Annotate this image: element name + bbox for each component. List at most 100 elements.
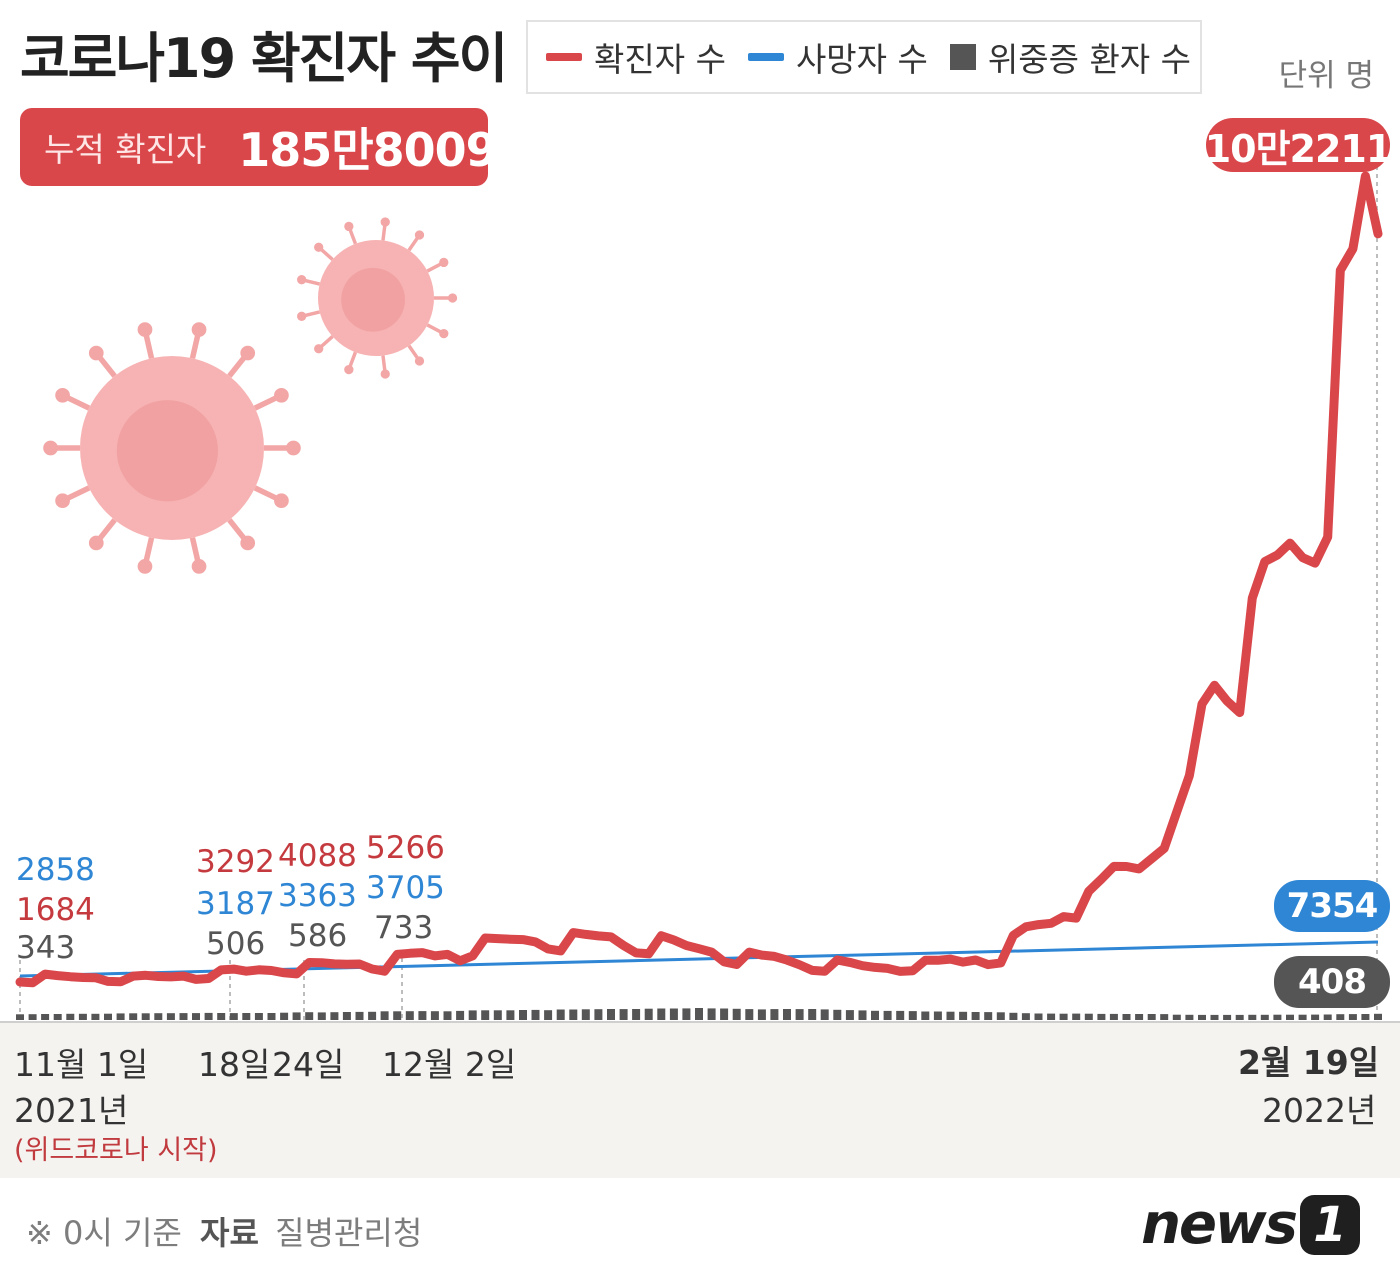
critical-bar xyxy=(104,1013,112,1020)
virus-spike-tip xyxy=(191,322,207,337)
critical-bar xyxy=(833,1009,842,1020)
critical-bar xyxy=(984,1012,993,1020)
anno-confirmed-nov24: 4088 xyxy=(278,838,357,874)
basis-note: ※ 0시 기준 xyxy=(26,1214,182,1252)
critical-bar xyxy=(418,1011,427,1020)
cumulative-label: 누적 확진자 xyxy=(44,130,207,169)
critical-bar xyxy=(91,1013,100,1020)
legend-swatch-deaths xyxy=(747,53,784,61)
critical-bar xyxy=(242,1013,251,1020)
critical-bar xyxy=(908,1011,917,1020)
critical-bar xyxy=(166,1013,175,1020)
critical-bar xyxy=(1374,1013,1382,1020)
virus-spike-tip xyxy=(191,559,207,574)
virus-illustration-small-icon xyxy=(297,217,458,379)
critical-bar xyxy=(16,1014,24,1020)
virus-illustration-large-icon xyxy=(43,322,301,574)
critical-bar xyxy=(116,1013,125,1020)
anno-critical-nov18: 506 xyxy=(206,926,266,962)
critical-bar xyxy=(493,1010,502,1020)
critical-bar xyxy=(1198,1014,1206,1020)
critical-bar xyxy=(1311,1014,1320,1020)
critical-bar xyxy=(1248,1014,1257,1020)
critical-bar xyxy=(1273,1014,1282,1020)
critical-bar xyxy=(757,1009,766,1020)
critical-bar xyxy=(1059,1013,1068,1020)
source-label: 자료 xyxy=(200,1214,259,1252)
virus-spike-tip xyxy=(55,493,70,509)
critical-bar xyxy=(66,1013,75,1020)
critical-bar xyxy=(707,1008,716,1020)
critical-bar xyxy=(430,1011,439,1020)
logo-mark: 1 xyxy=(1300,1194,1360,1255)
critical-bar xyxy=(1160,1014,1169,1020)
critical-bar xyxy=(229,1013,238,1020)
critical-bar xyxy=(292,1012,301,1020)
anno-deaths-nov18: 3187 xyxy=(196,886,275,922)
critical-bar xyxy=(1135,1014,1144,1020)
virus-spike-tip xyxy=(88,345,104,361)
critical-bar xyxy=(770,1009,779,1020)
critical-bar xyxy=(393,1011,402,1020)
virus-spike-tip xyxy=(240,535,256,551)
critical-bar xyxy=(883,1010,892,1020)
critical-bar xyxy=(519,1010,527,1020)
anno-deaths-nov1: 2858 xyxy=(16,852,95,888)
virus-spike-tip xyxy=(447,293,458,303)
critical-bar xyxy=(192,1013,200,1020)
legend-label-deaths: 사망자 수 xyxy=(795,40,928,79)
critical-bar xyxy=(1034,1013,1043,1020)
critical-bar xyxy=(1336,1014,1345,1020)
critical-bar xyxy=(657,1008,666,1020)
critical-bar xyxy=(996,1012,1005,1020)
chart-title: 코로나19 확진자 추이 xyxy=(20,27,508,90)
critical-bar xyxy=(871,1010,879,1020)
critical-bar xyxy=(267,1013,276,1020)
critical-bar xyxy=(305,1012,314,1020)
x-label-nov18: 18일 xyxy=(198,1045,271,1084)
legend-label-confirmed: 확진자 수 xyxy=(594,40,726,79)
critical-bar xyxy=(1072,1013,1081,1020)
critical-bar xyxy=(556,1009,565,1020)
virus-spike-tip xyxy=(43,440,58,456)
critical-bar xyxy=(820,1009,829,1020)
footer-note: ※ 0시 기준 자료 질병관리청 xyxy=(26,1208,422,1254)
unit-label: 단위 명 xyxy=(1278,58,1374,94)
critical-bar xyxy=(53,1014,62,1020)
x-label-dec2: 12월 2일 xyxy=(382,1045,517,1084)
virus-spike-tip xyxy=(414,230,425,240)
legend-label-critical: 위중증 환자 수 xyxy=(987,40,1192,79)
critical-bar xyxy=(1097,1013,1106,1020)
virus-spike-tip xyxy=(344,221,354,232)
critical-bar xyxy=(732,1008,741,1020)
critical-bar xyxy=(896,1010,905,1020)
critical-bar xyxy=(644,1008,653,1020)
legend-swatch-confirmed xyxy=(546,53,582,61)
critical-bar xyxy=(695,1008,703,1020)
critical-bar xyxy=(179,1013,188,1020)
x-label-feb19: 2월 19일 xyxy=(1238,1043,1380,1082)
anno-deaths-dec2: 3705 xyxy=(366,870,445,906)
critical-bar xyxy=(141,1013,150,1020)
critical-bar xyxy=(368,1011,377,1020)
critical-bar xyxy=(682,1008,691,1020)
anno-confirmed-nov1: 1684 xyxy=(16,892,95,928)
critical-bar xyxy=(254,1013,263,1020)
critical-bar xyxy=(1009,1012,1018,1020)
confirmed-series-line xyxy=(15,171,1383,988)
critical-bar xyxy=(1323,1014,1332,1020)
critical-bar xyxy=(154,1013,163,1020)
critical-bar xyxy=(544,1010,553,1020)
critical-bar xyxy=(1109,1013,1118,1020)
critical-bar xyxy=(443,1011,452,1020)
critical-bar xyxy=(795,1009,804,1020)
critical-bar xyxy=(933,1011,942,1020)
virus-spike-tip xyxy=(297,275,307,285)
legend: 확진자 수 사망자 수 위중증 환자 수 xyxy=(526,20,1202,94)
virus-spike-tip xyxy=(137,559,153,574)
critical-bar xyxy=(1084,1013,1093,1020)
x-axis-band xyxy=(0,1022,1400,1178)
critical-bar xyxy=(1147,1014,1156,1020)
critical-bar xyxy=(217,1013,226,1020)
virus-spike-tip xyxy=(274,387,289,403)
